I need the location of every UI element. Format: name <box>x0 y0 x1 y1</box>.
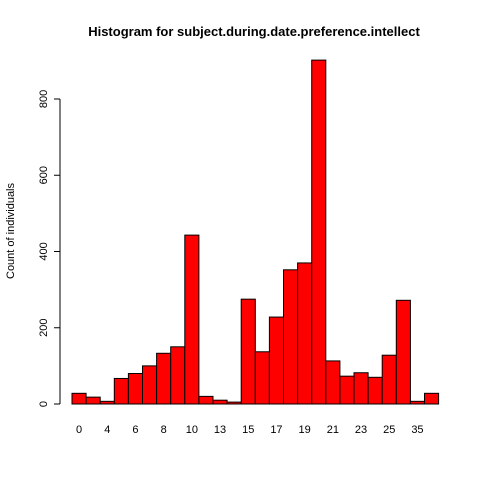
x-tick-label: 13 <box>214 424 226 436</box>
x-tick-label: 10 <box>186 424 198 436</box>
x-tick-label: 15 <box>242 424 254 436</box>
x-tick-label: 8 <box>161 424 167 436</box>
y-tick-label: 800 <box>38 90 50 108</box>
bar-8 <box>156 352 172 405</box>
bar-18 <box>283 269 299 405</box>
bar-7 <box>142 365 158 405</box>
bar-25 <box>381 354 397 405</box>
y-tick-label: 600 <box>38 166 50 184</box>
x-tick-label: 21 <box>327 424 339 436</box>
x-tick-label: 4 <box>104 424 110 436</box>
bar-5 <box>113 377 129 405</box>
x-tick-label: 23 <box>355 424 367 436</box>
bar-14 <box>226 401 242 405</box>
bar-4 <box>99 400 115 405</box>
bar-30 <box>395 299 411 405</box>
x-tick-label: 35 <box>411 424 423 436</box>
y-axis-label: Count of individuals <box>5 183 17 280</box>
bar-22 <box>339 375 355 405</box>
x-tick-label: 6 <box>132 424 138 436</box>
y-tick-label: 400 <box>38 242 50 260</box>
bar-13 <box>212 399 228 405</box>
bar-20 <box>311 59 327 405</box>
x-tick-label: 0 <box>76 424 82 436</box>
bar-2 <box>85 396 101 405</box>
y-tick-label: 200 <box>38 319 50 337</box>
y-axis: 0 200 400 600 800 <box>38 90 61 407</box>
y-tick-label: 0 <box>38 401 50 407</box>
bar-6 <box>127 373 143 405</box>
bar-16 <box>254 351 270 405</box>
x-tick-label: 25 <box>383 424 395 436</box>
bar-17 <box>268 316 284 405</box>
bar-21 <box>325 360 341 405</box>
bar-10 <box>184 234 200 405</box>
bar-35 <box>409 400 425 405</box>
bar-0 <box>71 392 87 405</box>
bar-12 <box>198 395 214 405</box>
bar-9 <box>170 346 186 405</box>
x-tick-label: 19 <box>299 424 311 436</box>
bars <box>71 59 440 405</box>
bar-40 <box>424 392 440 405</box>
bar-24 <box>367 376 383 405</box>
bar-23 <box>353 372 369 405</box>
bar-19 <box>297 262 313 405</box>
x-axis: 0 4 6 8 10 13 15 17 19 21 23 25 35 <box>76 424 424 436</box>
chart-title: Histogram for subject.during.date.prefer… <box>88 24 420 39</box>
bar-15 <box>240 298 256 405</box>
x-tick-label: 17 <box>270 424 282 436</box>
